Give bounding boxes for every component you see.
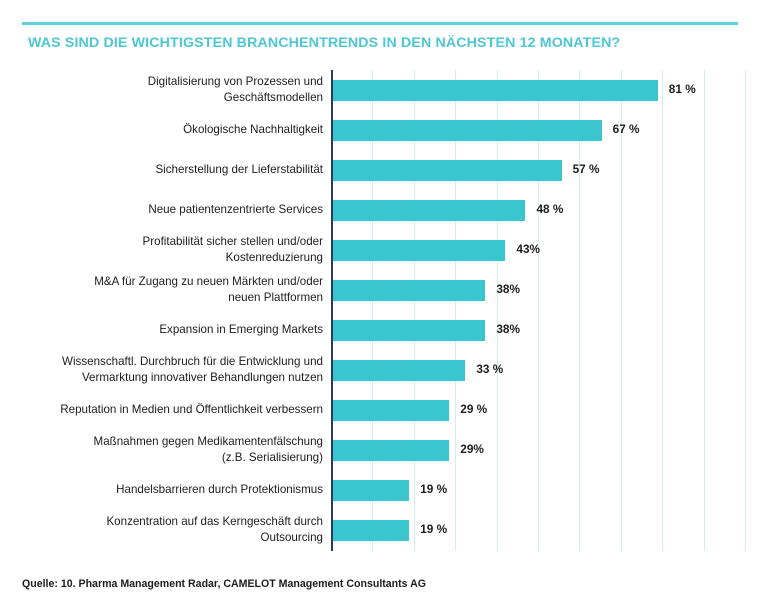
y-axis-line (331, 70, 333, 551)
bar (333, 360, 466, 381)
category-label-line: M&A für Zugang zu neuen Märkten und/oder (94, 275, 323, 288)
category-label: Neue patientenzentrierte Services (148, 203, 323, 216)
category-label: Handelsbarrieren durch Protektionismus (116, 483, 323, 496)
bar-value-label: 57 % (572, 162, 600, 176)
category-label: Maßnahmen gegen Medikamentenfälschung (z.… (13, 434, 323, 465)
category-label-line: Outsourcing (260, 530, 323, 544)
bar-row: Konzentration auf das Kerngeschäft durch… (0, 510, 760, 550)
gridline (413, 70, 415, 551)
gridline (579, 70, 581, 551)
bar (333, 80, 658, 101)
category-label: M&A für Zugang zu neuen Märkten und/oder… (13, 274, 323, 305)
category-label-line: Konzentration auf das Kerngeschäft durch (106, 515, 323, 528)
category-label: Wissenschaftl. Durchbruch für die Entwic… (13, 354, 323, 385)
category-label-line: (z.B. Serialisierung) (221, 450, 323, 464)
gridline (496, 70, 498, 551)
bar (333, 280, 486, 301)
bar (333, 320, 486, 341)
plot-area (331, 70, 746, 551)
bar-value-label: 43% (516, 242, 541, 256)
bar-row: Profitabilität sicher stellen und/oder Ko… (0, 230, 760, 270)
bar-row: Digitalisierung von Prozessen und Geschäf… (0, 70, 760, 110)
category-label: Sicherstellung der Lieferstabilität (155, 163, 323, 176)
bar-value-label: 48 % (536, 202, 564, 216)
category-label-line: Maßnahmen gegen Medikamentenfälschung (93, 435, 323, 448)
bar (333, 160, 562, 181)
bar-value-label: 19 % (420, 482, 448, 496)
category-label-line: Kostenreduzierung (225, 250, 323, 264)
page-title: WAS SIND DIE WICHTIGSTEN BRANCHENTRENDS … (28, 35, 621, 51)
category-label: Profitabilität sicher stellen und/oder Ko… (13, 234, 323, 265)
bar-value-label: 19 % (420, 522, 448, 536)
bar (333, 440, 450, 461)
category-label: Reputation in Medien und Öffentlichkeit … (60, 403, 323, 416)
category-label-line: Digitalisierung von Prozessen und (147, 75, 323, 88)
bar (333, 480, 410, 501)
category-label-line: Vermarktung innovativer Behandlungen nut… (81, 370, 323, 384)
category-label-line: Profitabilität sicher stellen und/oder (142, 235, 323, 248)
bar-value-label: 29% (460, 442, 484, 456)
bar-row: Sicherstellung der Lieferstabilität 57 % (0, 150, 760, 190)
gridline (455, 70, 457, 551)
bar-value-label: 33 % (476, 362, 504, 376)
bar (333, 240, 506, 261)
gridline (745, 70, 746, 551)
gridline (372, 70, 374, 551)
category-label: Ökologische Nachhaltigkeit (183, 123, 323, 136)
bar-rows: Digitalisierung von Prozessen und Geschäf… (0, 70, 760, 551)
bar-row: Wissenschaftl. Durchbruch für die Entwic… (0, 350, 760, 390)
gridline (538, 70, 539, 551)
bar-row: Ökologische Nachhaltigkeit 67 % (0, 110, 760, 150)
bar (333, 200, 526, 221)
category-label-line: neuen Plattformen (228, 290, 323, 304)
category-label-line: Geschäftsmodellen (223, 90, 323, 104)
bar-row: Handelsbarrieren durch Protektionismus 19… (0, 470, 760, 510)
category-label: Digitalisierung von Prozessen und Geschäf… (13, 74, 323, 105)
category-label: Konzentration auf das Kerngeschäft durch… (13, 514, 323, 545)
bar-row: Reputation in Medien und Öffentlichkeit … (0, 390, 760, 430)
bar-value-label: 81 % (668, 82, 696, 96)
bar-value-label: 38% (496, 322, 520, 336)
bar-row: Expansion in Emerging Markets 38% (0, 310, 760, 350)
bar-value-label: 67 % (612, 122, 640, 136)
source-note: Quelle: 10. Pharma Management Radar, CAM… (22, 578, 427, 590)
category-label-line: Wissenschaftl. Durchbruch für die Entwic… (62, 355, 323, 368)
gridlines (331, 70, 746, 551)
gridline (703, 70, 705, 551)
gridline (662, 70, 664, 551)
category-label: Expansion in Emerging Markets (159, 323, 323, 336)
bar-value-label: 38% (496, 282, 520, 296)
bar-row: Maßnahmen gegen Medikamentenfälschung (z.… (0, 430, 760, 470)
gridline (620, 70, 622, 551)
bar (333, 400, 450, 421)
bar (333, 520, 410, 541)
top-divider-rule (22, 22, 738, 25)
bar-value-label: 29 % (460, 402, 488, 416)
bar (333, 120, 602, 141)
bar-row: M&A für Zugang zu neuen Märkten und/oder… (0, 270, 760, 310)
bar-row: Neue patientenzentrierte Services 48 % (0, 190, 760, 230)
